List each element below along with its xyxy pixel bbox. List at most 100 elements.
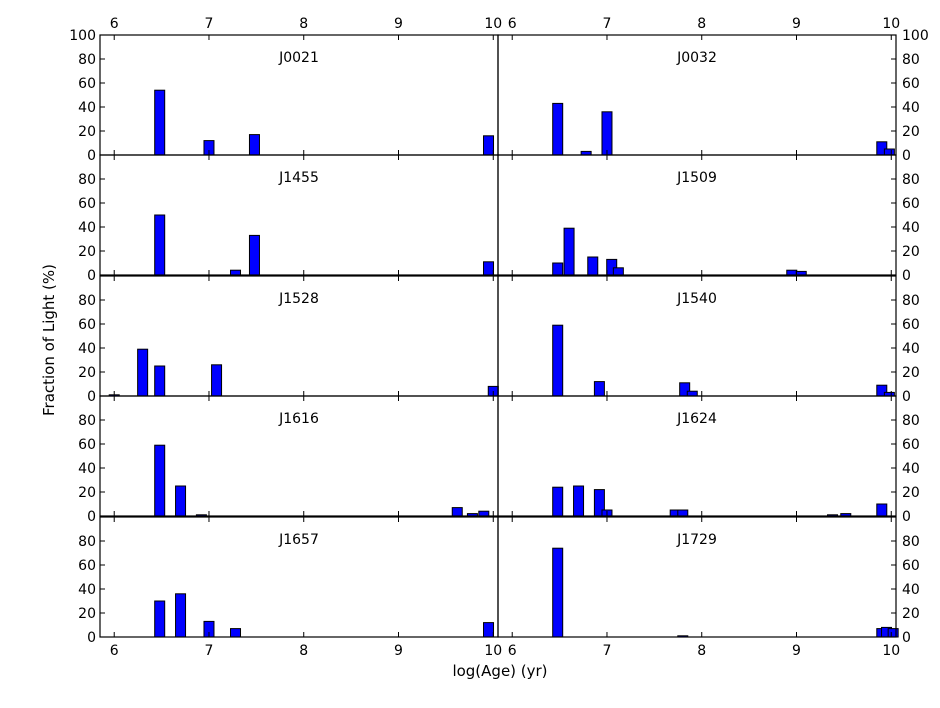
y-tick-label: 80 <box>902 413 920 429</box>
bar-j1729-0 <box>552 547 564 638</box>
bar-j1624-1 <box>573 485 585 517</box>
panel-label: J1616 <box>278 411 319 427</box>
bar-j1540-3 <box>686 390 698 397</box>
y-tick-label: 80 <box>902 293 920 309</box>
bar-j1657-0 <box>154 600 166 638</box>
x-axis-label: log(Age) (yr) <box>452 662 547 680</box>
panel-j0032: 0 20 40 60 80 100 J0032 6 7 8 9 10 <box>497 16 929 164</box>
y-tick-label: 60 <box>78 558 96 574</box>
y-tick-label: 80 <box>902 172 920 188</box>
bar-j1528-3 <box>211 364 223 397</box>
x-tick-label-bottom: 9 <box>394 643 403 659</box>
x-tick-label-top: 6 <box>508 16 517 32</box>
y-tick-label: 0 <box>87 630 96 646</box>
bar-j1540-1 <box>593 381 605 397</box>
x-tick-label-bottom: 8 <box>299 643 308 659</box>
panel-label: J1657 <box>278 532 319 548</box>
y-tick-label: 0 <box>87 509 96 525</box>
bar-j1657-1 <box>175 593 187 638</box>
y-tick-label: 0 <box>87 148 96 164</box>
bar-j1509-2 <box>587 256 599 276</box>
x-tick-label-bottom: 10 <box>882 643 900 659</box>
x-tick-label-bottom: 7 <box>205 643 214 659</box>
y-tick-label: 60 <box>902 558 920 574</box>
panel-label: J1624 <box>676 411 717 427</box>
bar-j1455-0 <box>154 214 166 276</box>
panel-frame <box>497 516 897 638</box>
x-tick-label-top: 8 <box>299 16 308 32</box>
y-tick-label: 60 <box>78 437 96 453</box>
x-tick-label-top: 8 <box>697 16 706 32</box>
panel-j1657: 0 20 40 60 80 J1657 6 7 8 9 10 <box>78 516 502 659</box>
y-tick-label: 0 <box>87 389 96 405</box>
panel-j1624: 0 20 40 60 80 J1624 <box>497 395 920 525</box>
bar-j1509-5 <box>786 269 798 276</box>
x-tick-label-top: 6 <box>110 16 119 32</box>
x-tick-label-top: 7 <box>205 16 214 32</box>
y-tick-label: 80 <box>902 52 920 68</box>
y-tick-label: 0 <box>902 268 911 284</box>
panel-j1528: 0 20 40 60 80 J1528 <box>78 275 499 405</box>
panel-j0021: 0 20 40 60 80 100 J0021 6 7 8 9 10 <box>69 16 502 164</box>
y-tick-label: 100 <box>69 28 96 44</box>
y-tick-label: 20 <box>78 244 96 260</box>
y-tick-label: 60 <box>78 317 96 333</box>
y-tick-label: 60 <box>902 317 920 333</box>
y-axis-label: Fraction of Light (%) <box>40 264 58 416</box>
y-tick-label: 80 <box>78 52 96 68</box>
x-tick-label-top: 7 <box>603 16 612 32</box>
bar-j1616-3 <box>451 507 463 517</box>
y-tick-label: 40 <box>902 100 920 116</box>
y-tick-label: 40 <box>902 582 920 598</box>
y-tick-label: 80 <box>902 534 920 550</box>
panel-j1509: 0 20 40 60 80 J1509 <box>497 154 920 284</box>
y-tick-label: 0 <box>902 389 911 405</box>
y-tick-label: 80 <box>78 534 96 550</box>
panel-frame <box>497 154 897 276</box>
bar-j1624-8 <box>876 503 888 517</box>
y-tick-label: 20 <box>902 124 920 140</box>
panel-label: J0021 <box>278 50 319 66</box>
y-tick-label: 0 <box>902 148 911 164</box>
panel-label: J1540 <box>676 291 717 307</box>
bar-j0032-2 <box>601 111 613 156</box>
y-tick-label: 0 <box>87 268 96 284</box>
y-tick-label: 0 <box>902 509 911 525</box>
bar-j1509-1 <box>563 227 575 276</box>
y-tick-label: 40 <box>78 461 96 477</box>
x-tick-label-bottom: 6 <box>508 643 517 659</box>
bar-j1455-1 <box>230 269 242 276</box>
bar-j1455-2 <box>248 234 260 276</box>
panel-label: J1455 <box>278 170 319 186</box>
x-tick-label-top: 9 <box>394 16 403 32</box>
bar-j1657-4 <box>483 622 495 638</box>
bar-j0021-3 <box>483 135 495 156</box>
panel-j1729: 0 20 40 60 80 J1729 6 7 8 9 10 <box>497 516 920 659</box>
y-tick-label: 20 <box>78 485 96 501</box>
y-tick-label: 40 <box>78 100 96 116</box>
y-tick-label: 20 <box>902 365 920 381</box>
x-tick-label-bottom: 10 <box>484 643 502 659</box>
x-tick-label-bottom: 7 <box>603 643 612 659</box>
y-tick-label: 40 <box>902 461 920 477</box>
panel-j1540: 0 20 40 60 80 J1540 <box>497 275 920 405</box>
y-tick-label: 80 <box>78 413 96 429</box>
y-tick-label: 0 <box>902 630 911 646</box>
x-tick-label-top: 10 <box>882 16 900 32</box>
y-tick-label: 60 <box>902 76 920 92</box>
y-tick-label: 100 <box>902 28 929 44</box>
bar-j0021-0 <box>154 89 166 156</box>
x-tick-label-top: 10 <box>484 16 502 32</box>
y-tick-label: 20 <box>902 485 920 501</box>
panel-label: J1528 <box>278 291 319 307</box>
bar-j0032-4 <box>883 148 895 156</box>
bar-j1616-1 <box>175 485 187 517</box>
x-tick-label-bottom: 8 <box>697 643 706 659</box>
x-tick-label-top: 9 <box>792 16 801 32</box>
y-tick-label: 20 <box>902 244 920 260</box>
bar-j1624-5 <box>677 509 689 517</box>
panel-j1455: 0 20 40 60 80 J1455 <box>78 154 499 284</box>
bar-j0021-2 <box>248 134 260 156</box>
bar-j1540-0 <box>552 324 564 397</box>
